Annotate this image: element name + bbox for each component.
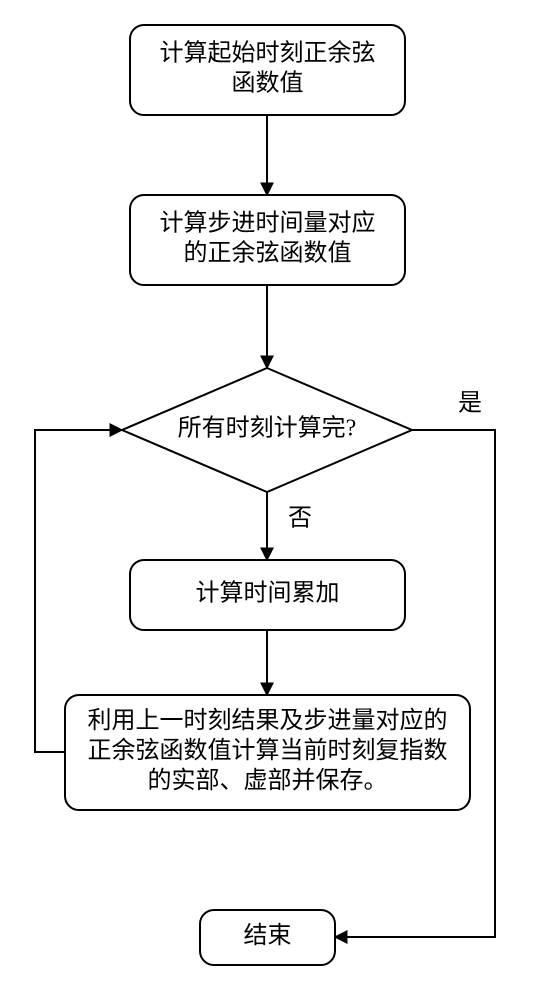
node-n5-line-0: 利用上一时刻结果及步进量对应的 (88, 707, 448, 734)
node-n1-line-1: 函数值 (232, 70, 304, 97)
node-n5: 利用上一时刻结果及步进量对应的正余弦函数值计算当前时刻复指数的实部、虚部并保存。 (65, 695, 470, 810)
edge-label-2: 否 (288, 506, 312, 532)
node-n4: 计算时间累加 (130, 560, 405, 630)
edge-5 (335, 430, 495, 937)
node-n1-line-0: 计算起始时刻正余弦 (160, 40, 376, 67)
node-n3-line-0: 所有时刻计算完? (178, 415, 357, 442)
node-n6: 结束 (200, 910, 335, 965)
node-n5-line-2: 的实部、虚部并保存。 (148, 767, 388, 794)
edge-label-5: 是 (458, 391, 482, 417)
node-n2-line-0: 计算步进时间量对应 (160, 210, 376, 237)
node-n3: 所有时刻计算完? (122, 368, 412, 492)
node-n2: 计算步进时间量对应的正余弦函数值 (130, 195, 405, 285)
node-n1: 计算起始时刻正余弦函数值 (130, 25, 405, 115)
node-n6-line-0: 结束 (244, 922, 292, 949)
node-n2-line-1: 的正余弦函数值 (184, 240, 352, 267)
node-n4-line-0: 计算时间累加 (196, 580, 340, 607)
node-n5-line-1: 正余弦函数值计算当前时刻复指数 (88, 737, 448, 764)
